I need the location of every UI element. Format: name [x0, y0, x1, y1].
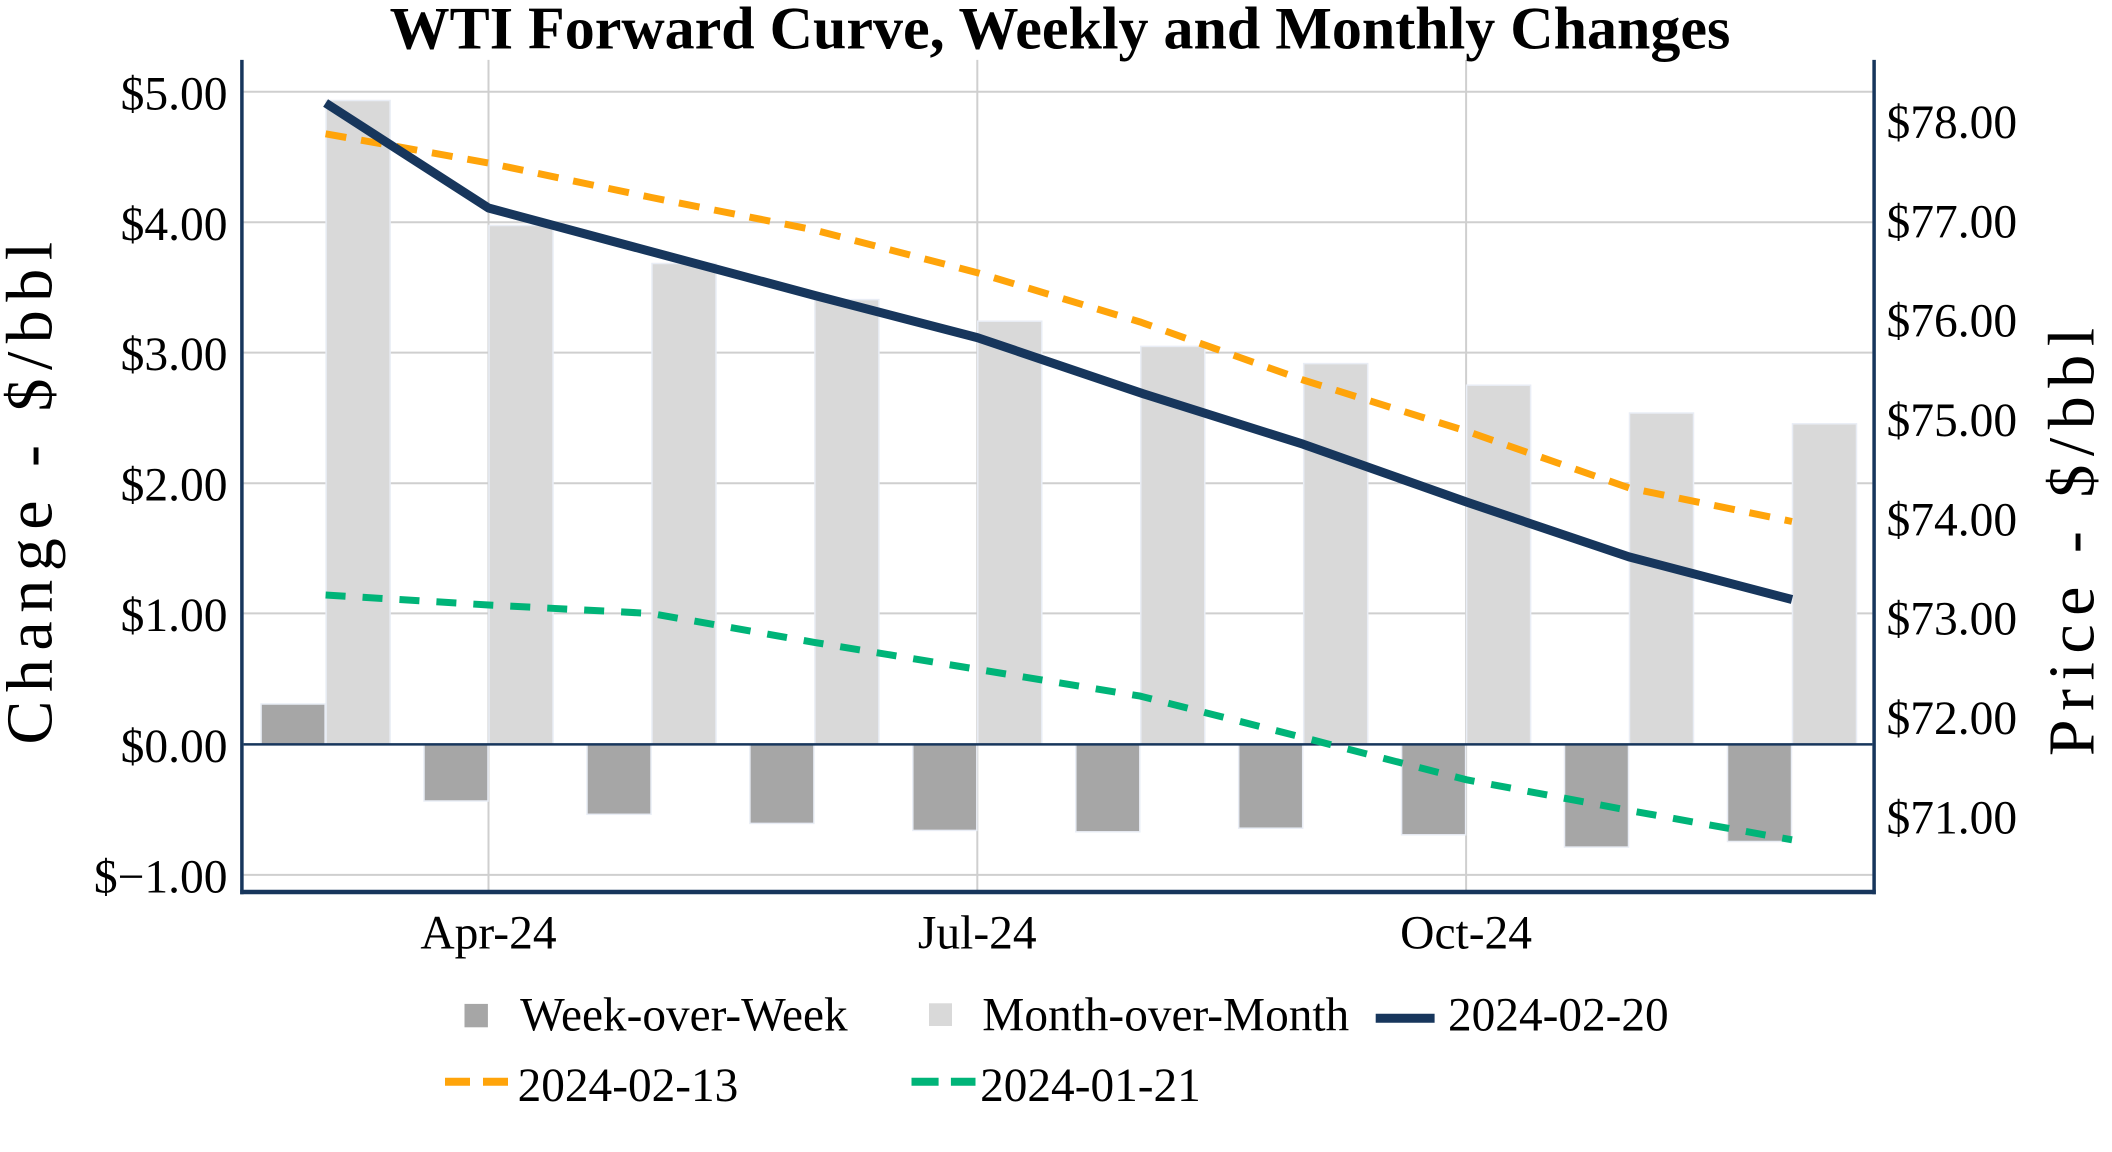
- svg-text:$75.00: $75.00: [1887, 395, 2018, 447]
- svg-text:$3.00: $3.00: [121, 329, 228, 381]
- svg-text:Apr-24: Apr-24: [420, 908, 556, 960]
- svg-text:$2.00: $2.00: [121, 460, 228, 512]
- svg-text:2024-02-13: 2024-02-13: [518, 1060, 739, 1112]
- svg-text:$78.00: $78.00: [1887, 97, 2018, 149]
- svg-text:Oct-24: Oct-24: [1400, 908, 1532, 960]
- svg-text:$74.00: $74.00: [1887, 494, 2018, 546]
- svg-text:Jul-24: Jul-24: [918, 908, 1037, 960]
- svg-text:$77.00: $77.00: [1887, 196, 2018, 248]
- svg-text:Month-over-Month: Month-over-Month: [982, 990, 1349, 1042]
- svg-text:$5.00: $5.00: [121, 68, 228, 120]
- svg-text:$1.00: $1.00: [121, 590, 228, 642]
- svg-text:2024-02-20: 2024-02-20: [1448, 990, 1669, 1042]
- svg-text:Week-over-Week: Week-over-Week: [520, 990, 848, 1042]
- svg-text:Price - $/bbl: Price - $/bbl: [2036, 319, 2109, 756]
- svg-text:$73.00: $73.00: [1887, 594, 2018, 646]
- svg-text:$71.00: $71.00: [1887, 792, 2018, 844]
- svg-text:$72.00: $72.00: [1887, 693, 2018, 745]
- svg-text:$−1.00: $−1.00: [94, 851, 228, 903]
- svg-text:$4.00: $4.00: [121, 199, 228, 251]
- svg-text:$0.00: $0.00: [121, 721, 228, 773]
- svg-text:2024-01-21: 2024-01-21: [980, 1060, 1201, 1112]
- svg-text:Change - $/bbl: Change - $/bbl: [0, 233, 66, 744]
- svg-text:$76.00: $76.00: [1887, 296, 2018, 348]
- svg-text:WTI Forward Curve, Weekly and: WTI Forward Curve, Weekly and Monthly Ch…: [390, 0, 1731, 62]
